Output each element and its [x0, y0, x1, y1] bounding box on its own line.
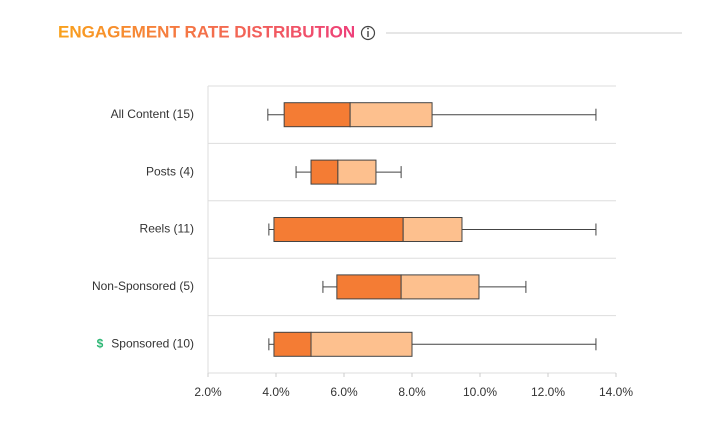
y-tick-label: Reels (11)	[140, 222, 194, 236]
box-lower	[310, 159, 339, 185]
y-tick-label: Posts (4)	[146, 164, 194, 178]
x-tick-label: 10.0%	[463, 385, 497, 399]
box-upper	[402, 217, 463, 242]
x-tick-label: 6.0%	[330, 385, 358, 399]
chart-title: ENGAGEMENT RATE DISTRIBUTION	[58, 22, 355, 41]
category-icon: $	[97, 336, 104, 350]
x-tick-label: 8.0%	[398, 385, 426, 399]
box-upper	[310, 331, 413, 357]
x-tick-label: 14.0%	[599, 385, 633, 399]
box-upper	[337, 159, 377, 185]
y-tick-label: Sponsored (10)	[111, 336, 194, 350]
x-tick-label: 2.0%	[194, 385, 222, 399]
box-lower	[273, 331, 312, 357]
x-tick-label: 4.0%	[262, 385, 290, 399]
info-icon[interactable]	[360, 25, 376, 41]
y-tick-label: Non-Sponsored (5)	[92, 279, 194, 293]
box-upper	[400, 274, 480, 300]
box-upper	[349, 102, 433, 128]
box-lower	[336, 274, 402, 300]
box-lower	[273, 217, 404, 242]
box-lower	[283, 102, 351, 128]
x-tick-label: 12.0%	[531, 385, 565, 399]
y-tick-label: All Content (15)	[111, 107, 194, 121]
